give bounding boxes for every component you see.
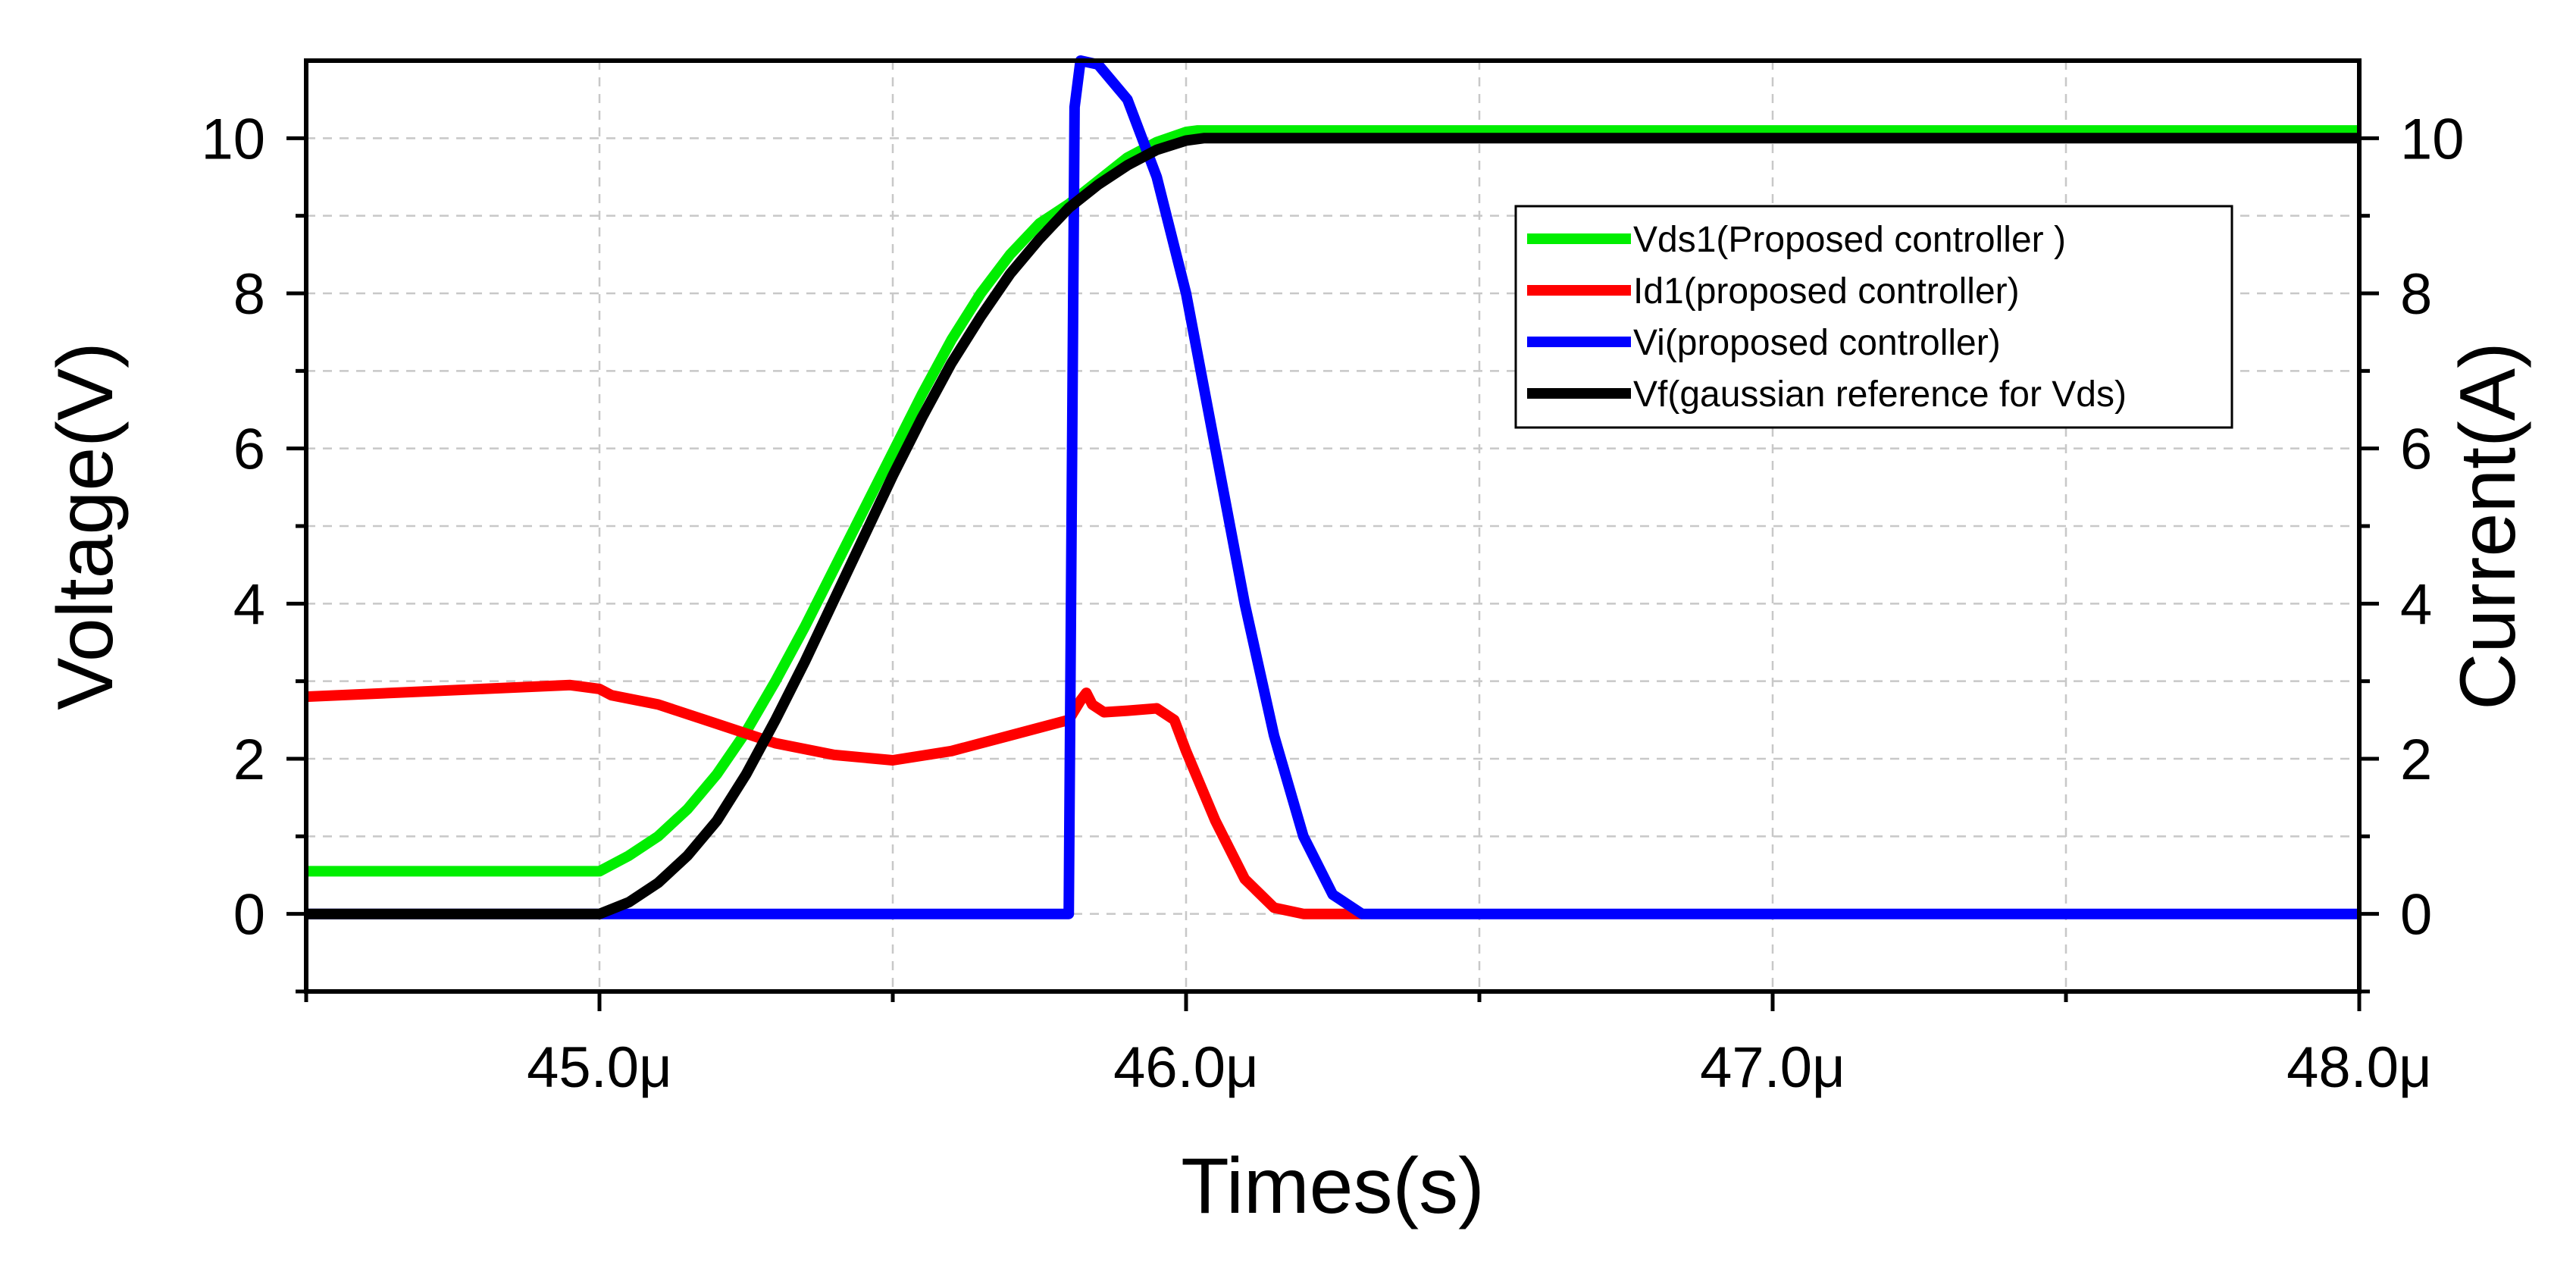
y-axis-right-title: Current(A) [2444,342,2532,709]
legend-label-0: Vds1(Proposed controller ) [1633,220,2066,260]
x-tick-label: 47.0μ [1700,1035,1845,1100]
ticks: 45.0μ 46.0μ 47.0μ 48.0μ 0 0 2 2 4 4 6 6 8 8 10 10 [201,107,2464,1100]
y-right-tick-label: 10 [2400,107,2465,171]
x-axis-title: Times(s) [1181,1142,1485,1230]
legend-label-3: Vf(gaussian reference for Vds) [1633,374,2127,415]
y-right-tick-label: 2 [2400,728,2432,792]
legend-label-2: Vi(proposed controller) [1633,323,2001,363]
x-tick-label: 45.0μ [527,1035,672,1100]
series-line-2 [306,55,2359,919]
series-line-3 [306,133,2359,919]
y-right-tick-label: 0 [2400,883,2432,948]
legend-box [1514,205,2233,429]
y-right-tick-label: 4 [2400,572,2432,637]
y-right-tick-label: 8 [2400,262,2432,327]
legend-label-1: Id1(proposed controller) [1633,271,2020,312]
y-right-tick-label: 6 [2400,418,2432,482]
y-axis-left-title: Voltage(V) [42,342,130,710]
series-line-1 [305,679,1363,919]
x-tick-label: 46.0μ [1113,1035,1259,1100]
series-lines [305,55,2359,919]
y-left-tick-label: 6 [233,418,265,482]
y-left-tick-label: 10 [201,107,265,171]
series-line-0 [306,125,2359,877]
x-tick-label: 48.0μ [2286,1035,2432,1100]
legend: Vds1(Proposed controller ) Id1(proposed c… [1514,205,2233,429]
y-left-tick-label: 4 [233,572,265,637]
y-left-tick-label: 0 [233,883,265,948]
y-left-tick-label: 2 [233,728,265,792]
y-left-tick-label: 8 [233,262,265,327]
grid [306,61,2359,991]
